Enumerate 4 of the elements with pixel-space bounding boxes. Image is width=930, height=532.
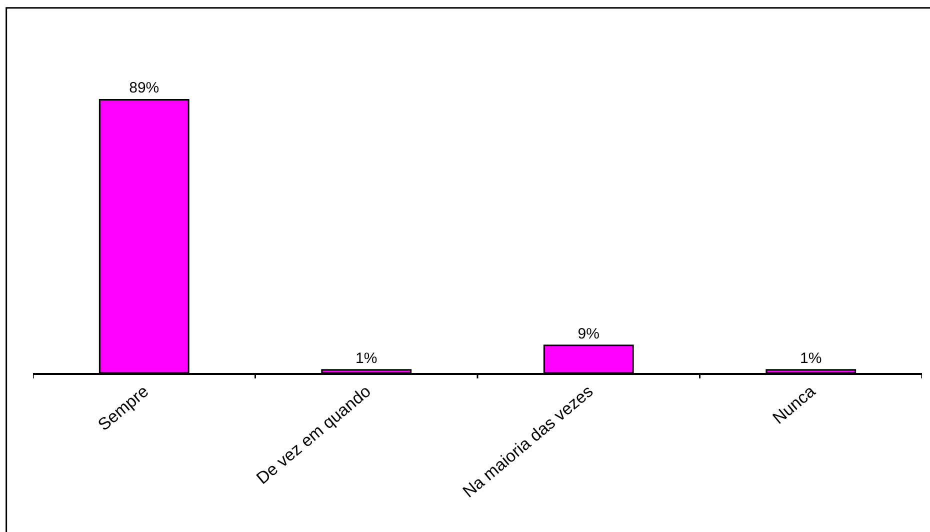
data-label: 1%	[356, 350, 378, 367]
data-label: 9%	[578, 325, 600, 342]
data-label: 1%	[800, 350, 822, 367]
data-label: 89%	[129, 80, 160, 97]
